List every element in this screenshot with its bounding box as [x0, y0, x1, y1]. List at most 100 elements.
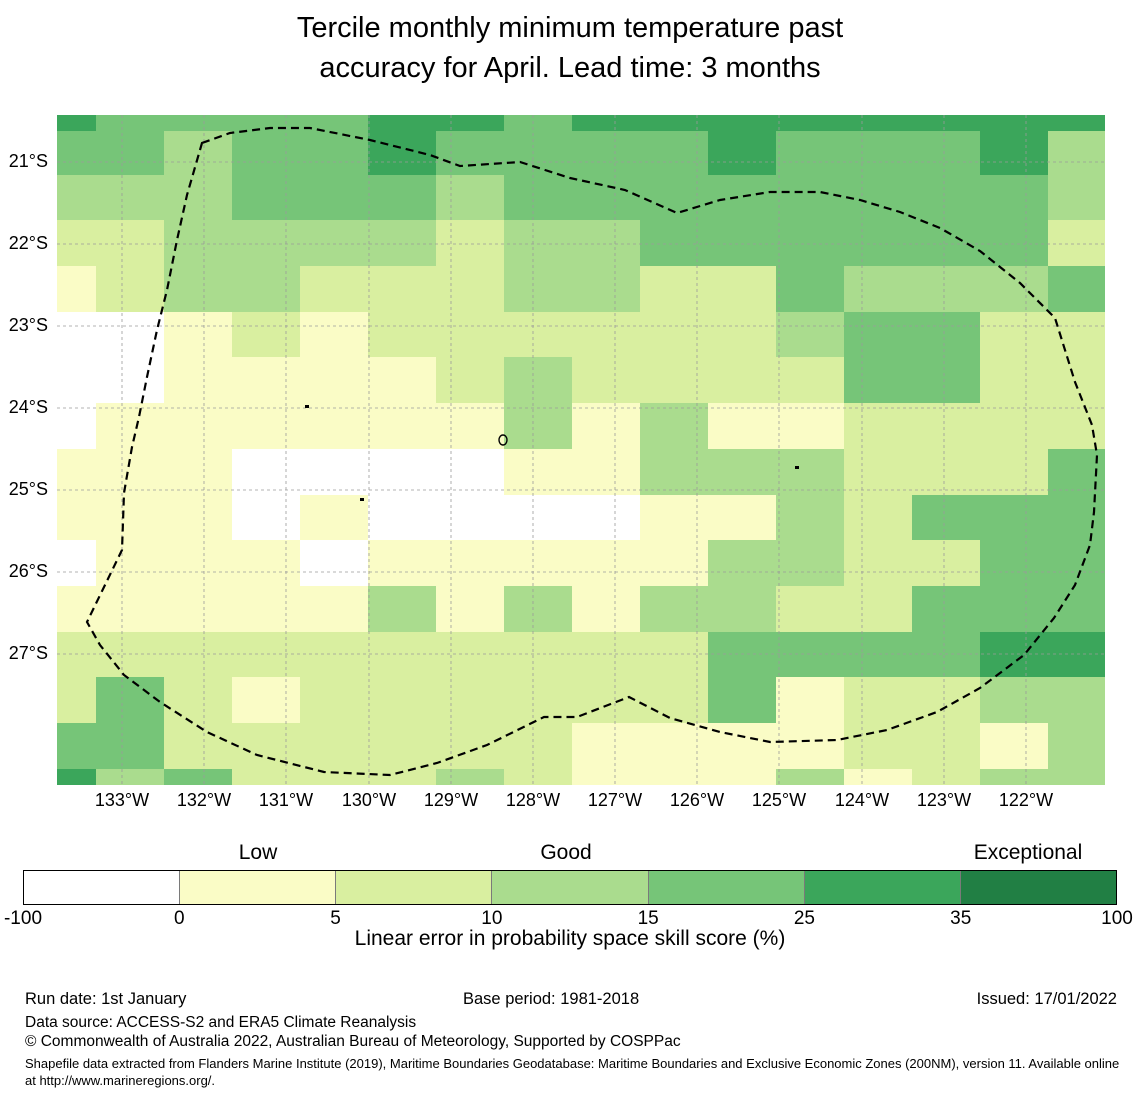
grid-cell	[708, 723, 776, 769]
grid-cell	[980, 586, 1048, 632]
grid-cell	[232, 131, 300, 175]
chart-title-line2: accuracy for April. Lead time: 3 months	[319, 52, 821, 84]
grid-cell	[232, 312, 300, 357]
zone-label-low: Low	[238, 841, 278, 864]
grid-cell	[164, 312, 232, 357]
grid-cell	[164, 495, 232, 540]
colorbar-tick-label: 35	[950, 908, 972, 929]
grid-cell	[776, 131, 844, 175]
grid-cell	[844, 632, 912, 677]
grid-cell	[776, 220, 844, 266]
grid-cell	[844, 357, 912, 403]
grid-cell	[300, 357, 368, 403]
grid-cell	[57, 677, 96, 723]
grid-cell	[912, 677, 980, 723]
grid-cell	[164, 586, 232, 632]
grid-cell	[572, 723, 640, 769]
grid-cell	[96, 677, 164, 723]
chart-title-line1: Tercile monthly minimum temperature past	[296, 12, 844, 44]
grid-cell	[776, 632, 844, 677]
grid-cell	[980, 115, 1048, 131]
grid-cell	[776, 677, 844, 723]
grid-cell	[96, 495, 164, 540]
grid-cell	[57, 403, 96, 449]
grid-cell	[776, 115, 844, 131]
grid-cell	[980, 495, 1048, 540]
grid-cell	[300, 677, 368, 723]
grid-cell	[980, 220, 1048, 266]
grid-cell	[300, 586, 368, 632]
grid-cell	[368, 266, 436, 312]
grid-cell	[980, 540, 1048, 586]
zone-label-good: Good	[540, 841, 592, 864]
grid-cell	[164, 723, 232, 769]
grid-cell	[436, 540, 504, 586]
grid-cell	[436, 131, 504, 175]
grid-cell	[164, 677, 232, 723]
grid-cell	[300, 495, 368, 540]
latitude-tick-label: 27°S	[8, 643, 48, 663]
grid-cell	[232, 632, 300, 677]
grid-cell	[232, 677, 300, 723]
grid-cell	[504, 175, 572, 220]
grid-cell	[708, 403, 776, 449]
grid-cell	[912, 131, 980, 175]
grid-cell	[164, 266, 232, 312]
grid-cell	[572, 449, 640, 495]
grid-cell	[232, 586, 300, 632]
grid-cell	[368, 632, 436, 677]
grid-cell	[504, 632, 572, 677]
grid-cell	[436, 312, 504, 357]
latitude-tick-label: 25°S	[8, 479, 48, 499]
grid-cell	[980, 131, 1048, 175]
colorbar-segment	[179, 871, 336, 904]
grid-cell	[300, 449, 368, 495]
grid-cell	[504, 677, 572, 723]
grid-cell	[368, 769, 436, 785]
grid-cell	[572, 769, 640, 785]
grid-cell	[776, 175, 844, 220]
grid-cell	[572, 586, 640, 632]
grid-cell	[708, 131, 776, 175]
grid-cell	[436, 115, 504, 131]
grid-cell	[57, 769, 96, 785]
grid-cell	[164, 449, 232, 495]
grid-cell	[708, 495, 776, 540]
colorbar-segment	[803, 871, 960, 904]
grid-cell	[572, 495, 640, 540]
grid-cell	[436, 357, 504, 403]
colorbar-segment	[959, 871, 1116, 904]
grid-cell	[57, 495, 96, 540]
grid-cell	[776, 769, 844, 785]
grid-cell	[844, 723, 912, 769]
grid-cell	[232, 723, 300, 769]
grid-cell	[776, 357, 844, 403]
grid-cell	[912, 357, 980, 403]
grid-cell	[96, 449, 164, 495]
grid-cell	[776, 586, 844, 632]
grid-cell	[96, 131, 164, 175]
map-overlay	[57, 115, 1105, 785]
grid-cell	[57, 312, 96, 357]
longitude-tick-label: 128°W	[505, 790, 561, 810]
grid-cell	[912, 312, 980, 357]
grid-cell	[708, 357, 776, 403]
grid-cell	[776, 723, 844, 769]
grid-cell	[232, 175, 300, 220]
colorbar-segment	[335, 871, 492, 904]
grid-cell	[844, 586, 912, 632]
grid-cell	[708, 115, 776, 131]
grid-cell	[1048, 540, 1105, 586]
grid-cell	[504, 540, 572, 586]
grid-cell	[776, 403, 844, 449]
grid-cell	[96, 220, 164, 266]
grid-cell	[708, 632, 776, 677]
grid-cell	[164, 115, 232, 131]
grid-cell	[572, 266, 640, 312]
grid-cell	[1048, 586, 1105, 632]
grid-cell	[844, 115, 912, 131]
grid-cell	[1048, 220, 1105, 266]
small-contour-loop	[498, 434, 508, 446]
grid-cell	[1048, 131, 1105, 175]
